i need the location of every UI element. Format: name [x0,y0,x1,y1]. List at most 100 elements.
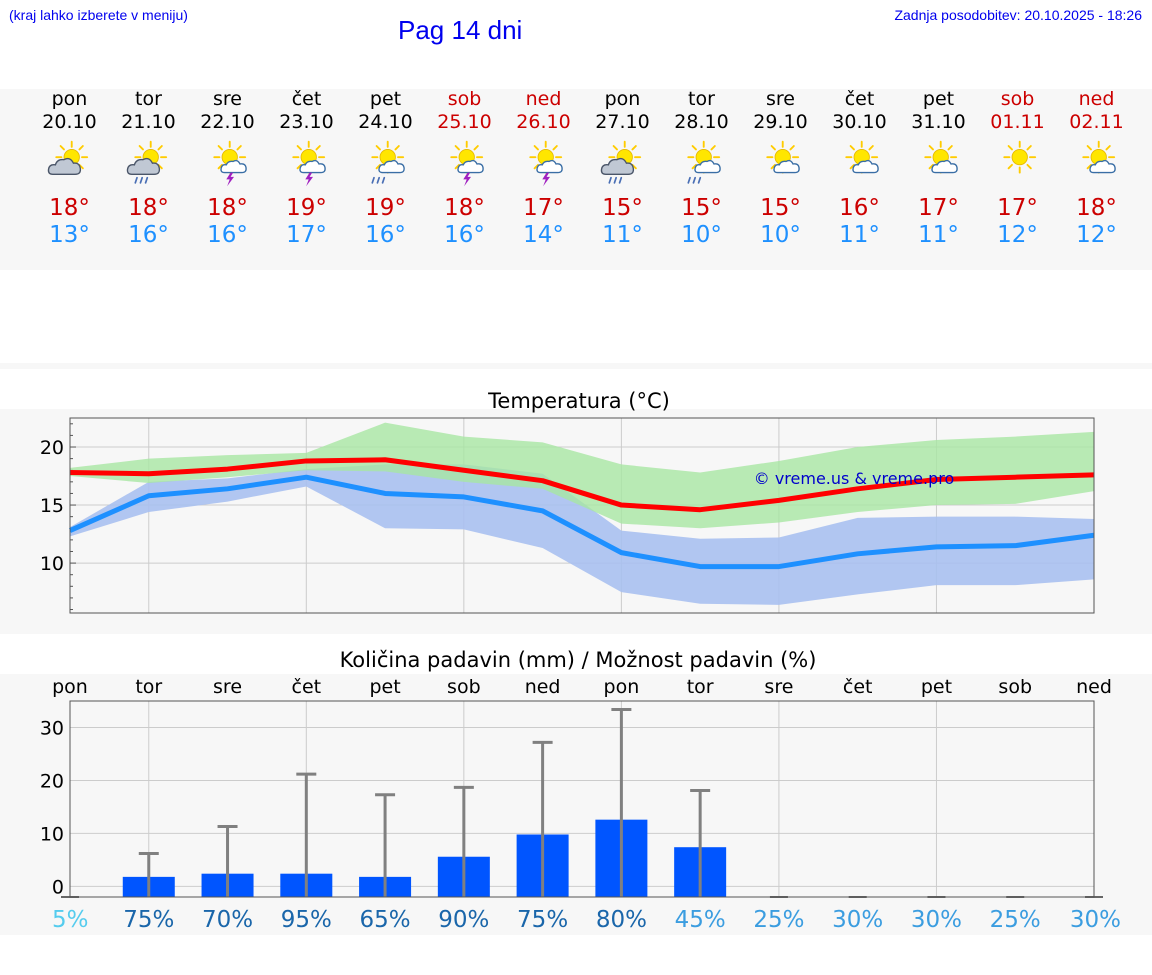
day-date: 02.11 [1069,111,1124,133]
min-temperature: 11° [602,222,643,248]
max-temperature: 17° [997,195,1038,221]
precipitation-probability: 5% [52,907,89,933]
day-name: pon [604,88,641,110]
max-temperature: 18° [49,195,90,221]
day-name: tor [135,88,162,110]
precipitation-day-label: sob [447,676,481,698]
min-temperature-range-band [70,464,1094,605]
max-temperature: 17° [918,195,959,221]
max-temperature: 15° [760,195,801,221]
location-hint: (kraj lahko izberete v meniju) [9,7,188,23]
day-date: 24.10 [358,111,413,133]
day-column: pet 31.10 17° 11° [899,88,978,249]
temperature-y-tick-label: 10 [40,553,64,575]
precipitation-y-tick-label: 20 [40,770,64,792]
day-column: tor 28.10 15° 10° [662,88,741,249]
min-temperature: 16° [365,222,406,248]
min-temperature: 13° [49,222,90,248]
min-temperature: 10° [760,222,801,248]
day-name: pet [922,88,955,110]
precipitation-probability: 45% [675,907,726,933]
precipitation-probability: 90% [438,907,489,933]
day-column: čet 23.10 19° 17° [267,88,346,249]
precipitation-day-label: sre [764,676,793,698]
day-name: sob [1000,88,1035,110]
max-temperature: 18° [128,195,169,221]
precipitation-probability: 70% [202,907,253,933]
max-temperature: 15° [602,195,643,221]
max-temperature: 16° [839,195,880,221]
day-date: 23.10 [279,111,334,133]
day-column: sre 22.10 18° 16° [188,88,267,249]
precipitation-day-label: tor [687,676,714,698]
day-name: ned [1078,88,1115,110]
day-date: 29.10 [753,111,808,133]
precipitation-day-label: tor [135,676,162,698]
day-name: pon [51,88,88,110]
day-date: 20.10 [42,111,97,133]
day-column: ned 02.11 18° 12° [1057,88,1136,249]
day-date: 22.10 [200,111,255,133]
day-name: sob [447,88,482,110]
max-temperature: 18° [207,195,248,221]
precipitation-plot-area [70,701,1094,897]
min-temperature: 10° [681,222,722,248]
precipitation-probability: 25% [753,907,804,933]
precipitation-day-label: pet [921,676,952,698]
temperature-chart-title: Temperatura (°C) [487,389,670,413]
precipitation-day-label: pon [604,676,640,698]
min-temperature: 16° [444,222,485,248]
precipitation-probability: 30% [911,907,962,933]
day-date: 31.10 [911,111,966,133]
precipitation-day-label: čet [843,676,873,698]
max-temperature: 19° [286,195,327,221]
precipitation-day-label: sre [213,676,242,698]
temperature-y-tick-label: 20 [40,437,64,459]
max-temperature: 18° [444,195,485,221]
precipitation-probability: 75% [517,907,568,933]
day-column: čet 30.10 16° 11° [820,88,899,249]
precipitation-probability: 75% [123,907,174,933]
day-name: sre [213,88,242,110]
max-temperature: 18° [1076,195,1117,221]
min-temperature: 16° [207,222,248,248]
precipitation-probability: 25% [990,907,1041,933]
precipitation-probability: 65% [360,907,411,933]
day-date: 26.10 [516,111,571,133]
copyright-watermark: © vreme.us & vreme.pro [754,469,955,488]
day-name: sre [766,88,795,110]
precipitation-y-tick-label: 0 [52,876,64,898]
max-temperature: 19° [365,195,406,221]
day-column: sre 29.10 15° 10° [741,88,820,249]
precipitation-y-tick-label: 10 [40,823,64,845]
min-temperature: 14° [523,222,564,248]
min-temperature: 12° [1076,222,1117,248]
precipitation-day-label: sob [998,676,1032,698]
day-column: sob 01.11 17° 12° [978,88,1057,249]
max-temperature: 17° [523,195,564,221]
day-column: tor 21.10 18° 16° [109,88,188,249]
day-column: pet 24.10 19° 16° [346,88,425,249]
precipitation-day-label: ned [1076,676,1112,698]
precipitation-y-tick-label: 30 [40,717,64,739]
precipitation-probability: 30% [1070,907,1121,933]
day-name: čet [844,88,875,110]
precipitation-day-label: pon [52,676,88,698]
day-column: pon 27.10 15° 11° [583,88,662,249]
precipitation-day-label: ned [525,676,561,698]
page-title: Pag 14 dni [398,15,523,45]
day-date: 25.10 [437,111,492,133]
last-updated: Zadnja posodobitev: 20.10.2025 - 18:26 [894,7,1142,23]
day-date: 30.10 [832,111,887,133]
day-name: pet [369,88,402,110]
divider-band [0,363,1152,369]
day-column: sob 25.10 18° 16° [425,88,504,249]
day-date: 28.10 [674,111,729,133]
precipitation-probability: 95% [281,907,332,933]
max-temperature-range-band [70,422,1094,529]
min-temperature: 16° [128,222,169,248]
day-name: čet [291,88,322,110]
day-name: tor [688,88,715,110]
min-temperature: 12° [997,222,1038,248]
